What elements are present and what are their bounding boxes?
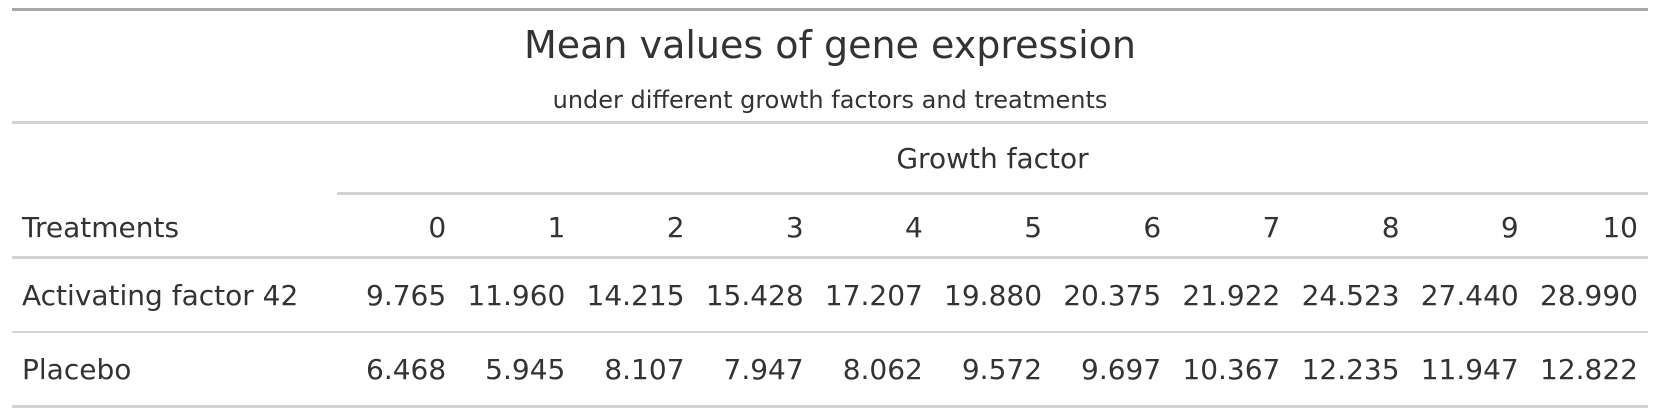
column-header: 9 (1500, 210, 1519, 244)
table-cell: 9.765 (366, 278, 447, 312)
table-cell: 28.990 (1540, 278, 1638, 312)
column-spanner-label: Growth factor (896, 142, 1089, 175)
table-cell: 20.375 (1063, 278, 1162, 312)
table-cell: 24.523 (1301, 278, 1400, 312)
column-header: 5 (1024, 210, 1043, 244)
table-cell: 21.922 (1182, 278, 1281, 312)
table-row: Activating factor 42 9.765 11.960 14.215… (12, 258, 1648, 332)
table-subtitle: under different growth factors and treat… (552, 86, 1108, 114)
column-header-row: Treatments 0 1 2 3 4 5 6 7 8 9 10 (12, 198, 1648, 258)
table-cell: 17.207 (824, 278, 923, 312)
column-spanner-rule (337, 192, 1648, 195)
table-cell: 10.367 (1182, 352, 1281, 386)
table-cell: 7.947 (723, 352, 804, 386)
top-border (12, 8, 1648, 11)
row-label: Placebo (22, 352, 132, 386)
table-cell: 12.822 (1540, 352, 1638, 386)
table-cell: 6.468 (366, 352, 447, 386)
table-cell: 5.945 (485, 352, 566, 386)
column-header: 7 (1262, 210, 1281, 244)
table-cell: 14.215 (586, 278, 685, 312)
column-header: 8 (1381, 210, 1400, 244)
table-cell: 11.947 (1420, 352, 1519, 386)
table-cell: 19.880 (944, 278, 1043, 312)
table-cell: 8.062 (842, 352, 923, 386)
table-cell: 8.107 (604, 352, 685, 386)
column-header: 4 (905, 210, 923, 244)
table-cell: 9.572 (961, 352, 1043, 386)
table-cell: 9.697 (1081, 352, 1162, 386)
heading-divider (12, 121, 1648, 124)
column-header: 10 (1602, 210, 1638, 244)
table-title: Mean values of gene expression (523, 23, 1136, 67)
column-header: 2 (666, 210, 685, 244)
data-table: Treatments 0 1 2 3 4 5 6 7 8 9 10 Activa… (12, 198, 1648, 408)
column-header: 0 (428, 210, 447, 244)
column-header: 1 (547, 210, 566, 244)
table-cell: 27.440 (1420, 278, 1519, 312)
column-header: 6 (1143, 210, 1162, 244)
row-label: Activating factor 42 (22, 278, 299, 312)
table-row: Placebo 6.468 5.945 8.107 7.947 8.062 9.… (12, 332, 1648, 407)
stub-header: Treatments (22, 210, 180, 244)
table-cell: 11.960 (467, 278, 566, 312)
table-cell: 15.428 (705, 278, 804, 312)
table-cell: 12.235 (1301, 352, 1400, 386)
column-header: 3 (785, 210, 804, 244)
